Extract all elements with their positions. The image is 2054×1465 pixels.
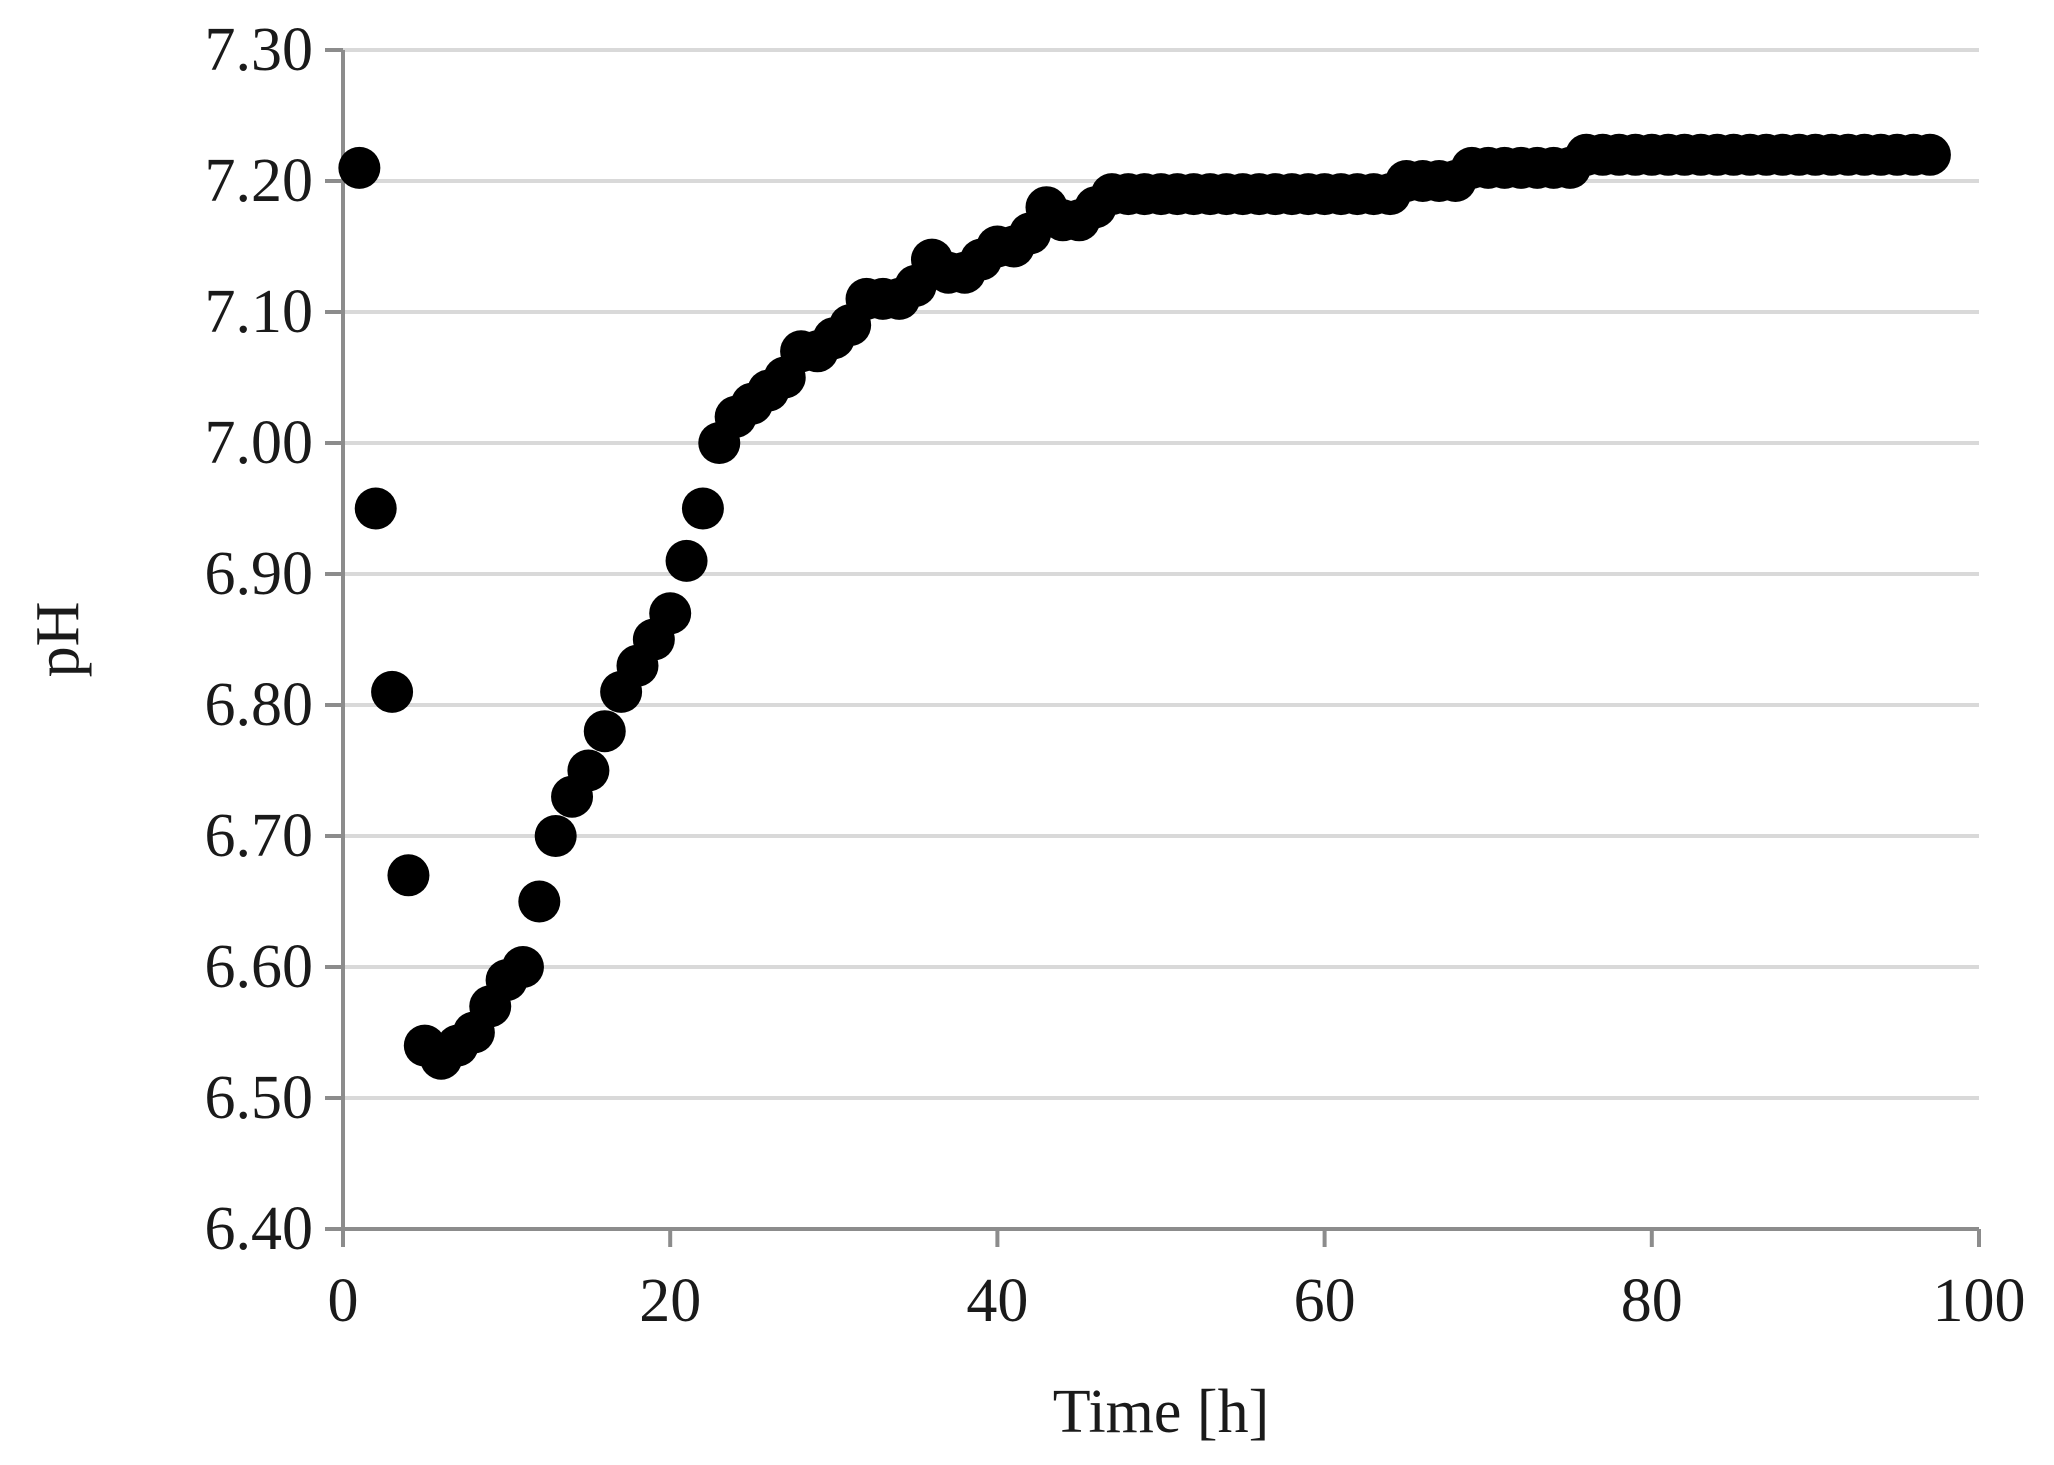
x-tick-label: 20 <box>639 1267 701 1335</box>
y-tick-label: 6.70 <box>205 802 314 870</box>
data-point <box>501 946 544 988</box>
x-axis-title: Time [h] <box>1053 1378 1269 1446</box>
data-points <box>338 133 1951 1080</box>
y-axis-title: pH <box>24 602 92 678</box>
y-tick-label: 7.30 <box>205 16 314 84</box>
x-tick-label: 40 <box>966 1267 1028 1335</box>
x-tick-labels: 0 20 40 60 80 100 <box>328 1267 2026 1335</box>
data-point <box>665 539 708 582</box>
data-point <box>371 670 414 713</box>
y-tick-label: 6.80 <box>205 671 314 739</box>
y-tick-label: 6.40 <box>205 1195 314 1263</box>
y-tick-label: 6.60 <box>205 933 314 1001</box>
data-point <box>354 487 397 530</box>
x-tick-label: 0 <box>328 1267 359 1335</box>
y-tick-label: 7.20 <box>205 147 314 215</box>
x-tick-label: 60 <box>1294 1267 1356 1335</box>
data-point <box>387 854 430 897</box>
data-point <box>583 710 626 753</box>
data-point <box>534 815 577 857</box>
data-point <box>338 146 381 189</box>
data-point <box>681 487 724 530</box>
data-point <box>1908 133 1951 176</box>
x-tick-label: 80 <box>1621 1267 1683 1335</box>
y-tick-label: 7.00 <box>205 409 314 477</box>
y-tick-labels: 6.40 6.50 6.60 6.70 6.80 6.90 7.00 7.10 7.20 7.30 <box>205 16 314 1263</box>
y-tick-label: 6.50 <box>205 1064 314 1132</box>
axes <box>325 48 1981 1247</box>
data-point <box>518 880 561 923</box>
y-tick-label: 7.10 <box>205 278 314 346</box>
data-point <box>649 592 692 635</box>
y-tick-label: 6.90 <box>205 540 314 608</box>
x-tick-label: 100 <box>1933 1267 2026 1335</box>
data-point <box>567 749 610 792</box>
